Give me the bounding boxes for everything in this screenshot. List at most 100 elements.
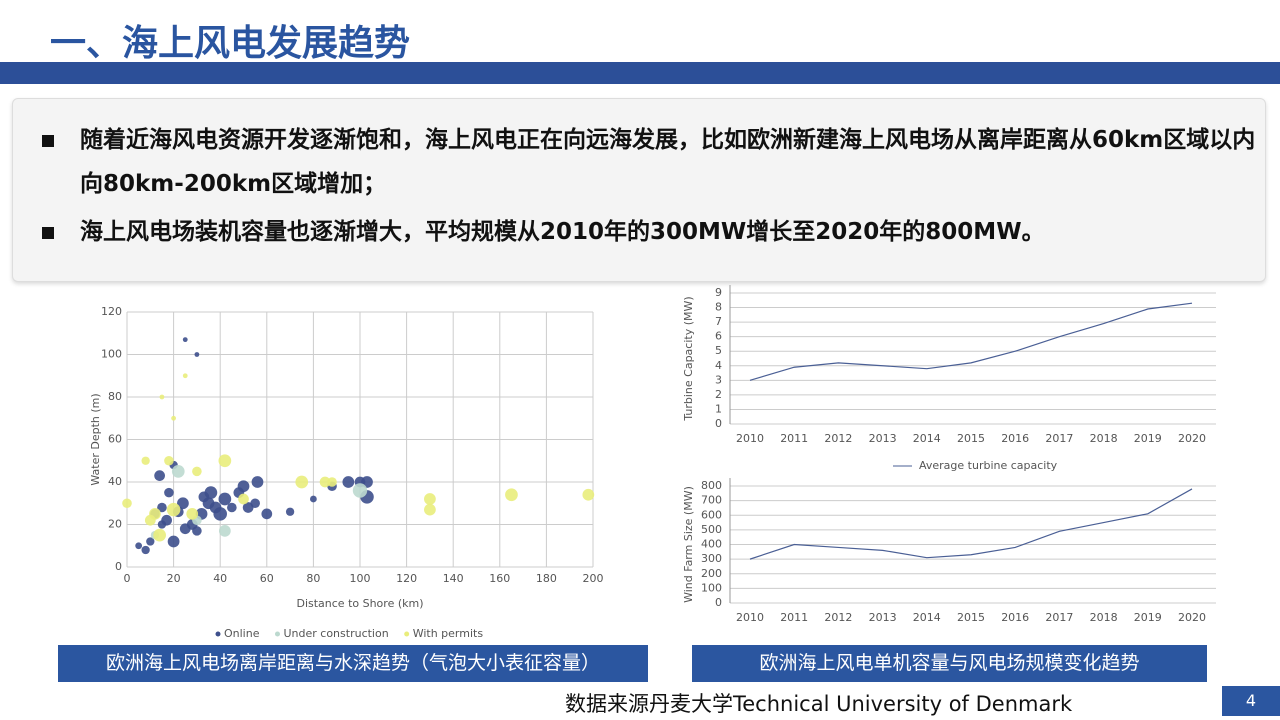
y-axis-label: Water Depth (m) [89, 393, 102, 485]
y-tick-label: 20 [108, 518, 122, 531]
bubble [171, 465, 185, 478]
y-axis-label: Turbine Capacity (MW) [682, 296, 695, 421]
bubble [159, 394, 165, 400]
x-tick-label: 0 [124, 572, 131, 585]
bubble [327, 477, 337, 487]
x-tick-label: 2019 [1134, 432, 1162, 445]
bubble [182, 373, 188, 379]
x-tick-label: 2013 [869, 432, 897, 445]
x-tick-label: 200 [583, 572, 604, 585]
bubble [154, 470, 165, 481]
bubble [261, 508, 273, 520]
x-tick-label: 2011 [780, 432, 808, 445]
x-tick-label: 180 [536, 572, 557, 585]
y-tick-label: 7 [715, 315, 722, 328]
x-tick-label: 2012 [824, 611, 852, 624]
bubble [285, 507, 295, 516]
x-tick-label: 2014 [913, 432, 941, 445]
y-tick-label: 5 [715, 344, 722, 357]
bubble [157, 520, 167, 529]
bubble [177, 497, 189, 510]
slide-title: 一、海上风电发展趋势 [50, 23, 411, 64]
bubble [135, 542, 143, 550]
y-tick-label: 400 [701, 538, 722, 551]
caption: 欧洲海上风电单机容量与风电场规模变化趋势 [692, 645, 1207, 682]
text-box [12, 98, 1266, 282]
x-tick-label: 140 [443, 572, 464, 585]
y-tick-label: 100 [701, 581, 722, 594]
y-tick-label: 80 [108, 390, 122, 403]
bubble [204, 486, 218, 499]
bubble [166, 502, 181, 517]
y-tick-label: 1 [715, 402, 722, 415]
x-tick-label: 2010 [736, 611, 764, 624]
x-tick-label: 2018 [1090, 611, 1118, 624]
bubble [227, 502, 237, 513]
x-tick-label: 100 [350, 572, 371, 585]
x-tick-label: 2010 [736, 432, 764, 445]
y-tick-label: 0 [715, 596, 722, 609]
bubble [164, 455, 174, 466]
bubble [424, 503, 436, 516]
bubble [295, 475, 309, 489]
bubble [218, 524, 231, 537]
bubble [237, 480, 250, 493]
x-tick-label: 2017 [1045, 611, 1073, 624]
x-tick-label: 60 [260, 572, 274, 585]
legend-marker [274, 631, 280, 637]
legend-marker [404, 631, 410, 637]
x-tick-label: 40 [213, 572, 227, 585]
bubble [149, 507, 161, 520]
x-tick-label: 2018 [1090, 432, 1118, 445]
x-tick-label: 2014 [913, 611, 941, 624]
legend-marker [215, 631, 221, 637]
y-tick-label: 100 [101, 348, 122, 361]
bubble [164, 487, 174, 498]
x-tick-label: 2015 [957, 611, 985, 624]
header-bar [0, 62, 1280, 84]
y-tick-label: 700 [701, 494, 722, 507]
bubble [505, 488, 518, 502]
x-tick-label: 2015 [957, 432, 985, 445]
y-tick-label: 4 [715, 359, 722, 372]
bubble [250, 498, 260, 509]
legend-label: Average turbine capacity [919, 459, 1058, 472]
line [749, 488, 1193, 560]
y-tick-label: 2 [715, 388, 722, 401]
y-tick-label: 9 [715, 286, 722, 299]
y-tick-label: 0 [115, 560, 122, 573]
y-tick-label: 0 [715, 417, 722, 430]
y-tick-label: 6 [715, 330, 722, 343]
x-tick-label: 2017 [1045, 432, 1073, 445]
y-tick-label: 8 [715, 301, 722, 314]
x-tick-label: 2020 [1178, 432, 1206, 445]
x-tick-label: 2011 [780, 611, 808, 624]
bubble [218, 492, 232, 506]
bubble [319, 476, 331, 488]
bubble [157, 502, 167, 513]
x-tick-label: 120 [396, 572, 417, 585]
bubble [310, 495, 317, 503]
y-axis-label: Wind Farm Size (MW) [682, 486, 695, 603]
x-tick-label: 160 [489, 572, 510, 585]
bubble [424, 493, 436, 505]
y-tick-label: 200 [701, 567, 722, 580]
bubble [192, 526, 202, 536]
bubble [141, 456, 150, 465]
x-tick-label: 2013 [869, 611, 897, 624]
y-tick-label: 3 [715, 373, 722, 386]
caption: 欧洲海上风电场离岸距离与水深趋势（气泡大小表征容量） [58, 645, 648, 682]
bubble [122, 498, 132, 509]
y-tick-label: 800 [701, 479, 722, 492]
x-axis-label: Distance to Shore (km) [296, 597, 423, 610]
bubble [186, 507, 199, 520]
y-tick-label: 40 [108, 475, 122, 488]
x-tick-label: 20 [167, 572, 181, 585]
line [749, 302, 1193, 381]
x-tick-label: 2016 [1001, 432, 1029, 445]
legend-label: Online [224, 627, 260, 640]
x-tick-label: 2012 [824, 432, 852, 445]
bubble [146, 537, 155, 546]
